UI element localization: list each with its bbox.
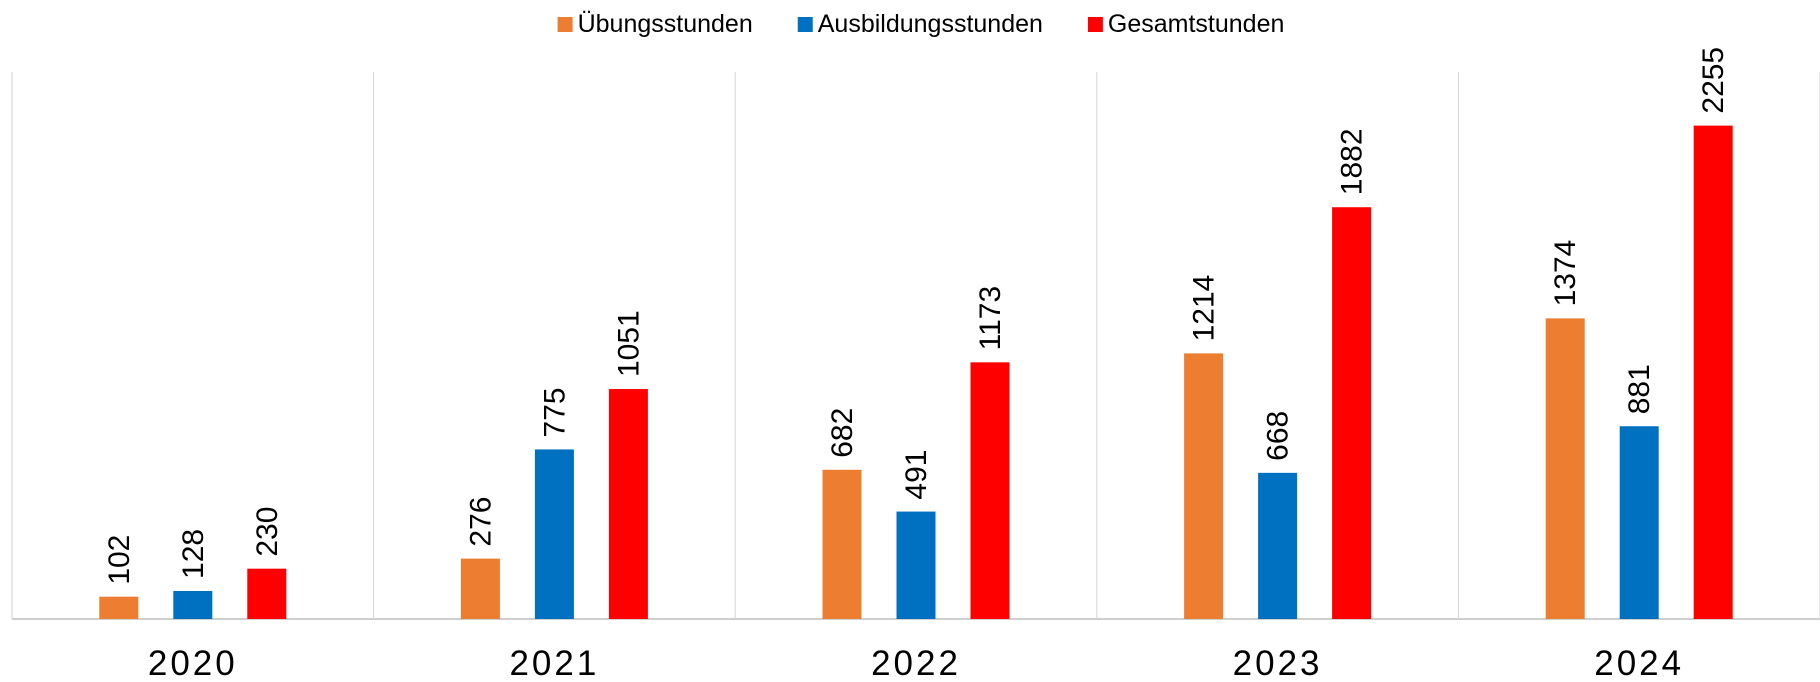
data-label: 775 <box>538 387 571 437</box>
bar <box>608 389 648 619</box>
bar <box>1619 426 1659 619</box>
data-label: 2255 <box>1697 47 1730 114</box>
data-label: 102 <box>103 535 136 585</box>
legend-swatch <box>557 17 573 32</box>
data-label: 230 <box>251 507 284 557</box>
x-tick-label: 2023 <box>1233 644 1323 682</box>
data-label: 1214 <box>1188 275 1221 342</box>
bar <box>99 596 139 619</box>
legend-swatch <box>1087 17 1103 32</box>
bar <box>1332 207 1372 620</box>
bar <box>1545 318 1585 619</box>
x-tick-label: 2020 <box>148 644 238 682</box>
data-label: 1882 <box>1336 128 1369 195</box>
data-label: 128 <box>177 529 210 579</box>
data-label: 1051 <box>612 310 645 377</box>
bar <box>173 590 213 619</box>
bar <box>822 469 862 619</box>
bar <box>896 511 936 619</box>
bar <box>970 362 1010 619</box>
legend-label: Gesamtstunden <box>1108 10 1285 38</box>
x-tick-label: 2021 <box>509 644 599 682</box>
bar <box>534 449 574 619</box>
data-label: 276 <box>464 497 497 547</box>
data-label: 1173 <box>974 286 1007 351</box>
data-label: 881 <box>1623 364 1656 414</box>
bar <box>247 568 287 619</box>
x-tick-label: 2024 <box>1594 644 1684 682</box>
bar <box>460 558 500 619</box>
legend-swatch <box>797 17 813 32</box>
x-tick-label: 2022 <box>871 644 961 682</box>
legend-label: Übungsstunden <box>578 10 753 38</box>
data-label: 682 <box>826 408 859 458</box>
data-label: 668 <box>1262 411 1295 461</box>
bar <box>1258 472 1298 619</box>
bar <box>1693 125 1733 619</box>
data-label: 491 <box>900 450 933 500</box>
data-label: 1374 <box>1549 240 1582 307</box>
bar <box>1184 353 1224 619</box>
legend-label: Ausbildungsstunden <box>818 10 1043 38</box>
